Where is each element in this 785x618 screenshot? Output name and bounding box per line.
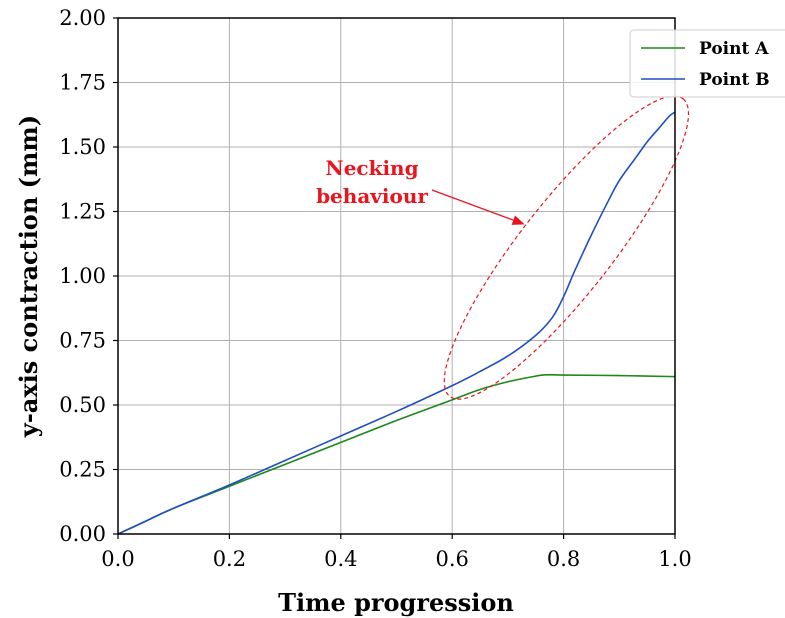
legend-label-point-b: Point B <box>699 70 770 90</box>
legend: Point A Point B <box>629 29 785 98</box>
annotation-text-line-2: behaviour <box>316 184 428 208</box>
y-tick-label: 1.50 <box>59 135 106 159</box>
series-line-point-a <box>117 373 676 535</box>
y-tick-label: 0.50 <box>59 393 106 417</box>
annotation-arrowhead <box>511 215 525 225</box>
y-tick-label: 1.25 <box>59 200 106 224</box>
legend-label-point-a: Point A <box>699 39 769 59</box>
y-tick-label: 2.00 <box>59 6 106 30</box>
x-tick-label: 0.0 <box>101 547 134 571</box>
grid <box>117 17 676 535</box>
annotation-arrow <box>431 189 514 221</box>
necking-ellipse <box>443 95 690 400</box>
x-tick-label: 0.2 <box>213 547 246 571</box>
y-axis-label: y-axis contraction (mm) <box>14 115 43 438</box>
y-tick-label: 1.00 <box>59 264 106 288</box>
x-tick-label: 0.8 <box>547 547 580 571</box>
x-tick-label: 1.0 <box>658 547 691 571</box>
y-tick-label: 0.25 <box>59 458 106 482</box>
y-tick-label: 0.75 <box>59 329 106 353</box>
series-line-point-b <box>117 111 676 535</box>
annotation: Necking behaviour <box>316 95 690 400</box>
annotation-text-line-1: Necking <box>325 156 418 180</box>
x-tick-label: 0.6 <box>435 547 468 571</box>
legend-box <box>629 29 785 98</box>
x-tick-label: 0.4 <box>324 547 357 571</box>
y-tick-label: 0.00 <box>59 522 106 546</box>
ticks: 0.0 0.2 0.4 0.6 0.8 1.0 0.00 0.25 0.50 0.75 1.00 1.… <box>59 6 691 571</box>
series-layer <box>117 111 676 535</box>
x-axis-label: Time progression <box>278 588 514 617</box>
y-tick-label: 1.75 <box>59 71 106 95</box>
